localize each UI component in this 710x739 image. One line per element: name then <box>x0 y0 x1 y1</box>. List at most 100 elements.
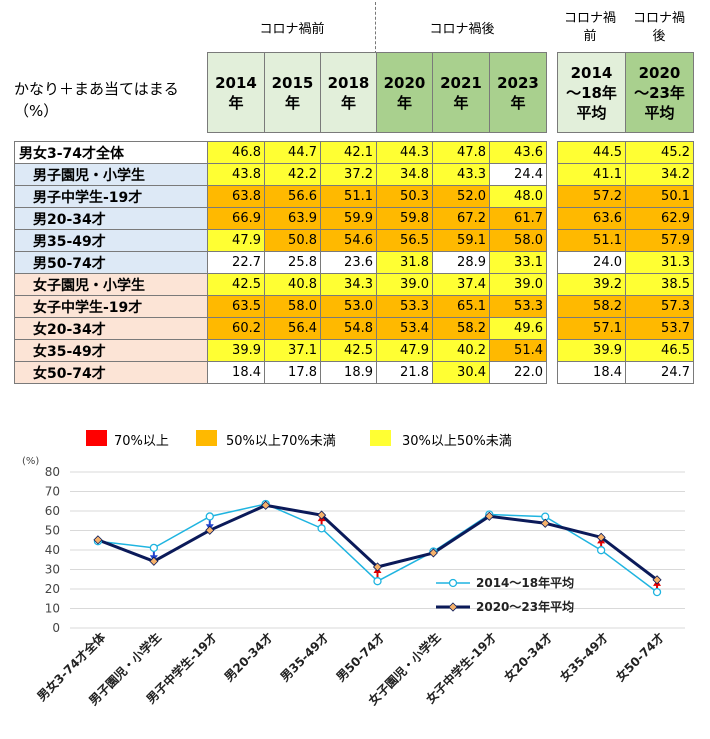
year-suffix: 年 <box>340 93 356 112</box>
avg-value-cell: 62.9 <box>625 207 694 230</box>
avg-value-cell: 39.2 <box>557 273 626 296</box>
avg-row: 39.9 46.5 <box>557 339 694 362</box>
avg-value-cell: 57.3 <box>625 295 694 318</box>
value-cell: 39.9 <box>207 339 265 362</box>
value-cell: 63.5 <box>207 295 265 318</box>
avg-value-cell: 45.2 <box>625 141 694 164</box>
series-point-pre <box>596 546 606 555</box>
y-unit-label: (%) <box>22 456 39 467</box>
year-header: 2014 年 2015 年 2018 年 2020 年 2021 年 2023 年 <box>207 52 547 133</box>
avg-row: 51.1 57.9 <box>557 229 694 252</box>
legend-marker-post <box>448 602 458 612</box>
series-point-post <box>372 562 383 572</box>
avg-value-cell: 51.1 <box>557 229 626 252</box>
value-cell: 48.0 <box>489 185 547 208</box>
value-cell: 54.8 <box>320 317 377 340</box>
avg-value-cell: 57.2 <box>557 185 626 208</box>
avg-header-cell: 2020 ～23年 平均 <box>625 52 694 133</box>
year-header-cell: 2021 年 <box>432 52 490 133</box>
value-cell: 65.1 <box>432 295 490 318</box>
value-cell: 24.4 <box>489 163 547 186</box>
year-suffix: 年 <box>510 93 526 112</box>
avg-header-text: ～23年 <box>634 83 685 102</box>
row-label: 男20-34才 <box>14 207 208 230</box>
value-cell: 22.7 <box>207 251 265 274</box>
value-cell: 58.0 <box>264 295 321 318</box>
avg-header-text: 2014 <box>570 63 613 82</box>
series-point-post <box>428 548 438 558</box>
y-tick-label: 60 <box>45 504 60 518</box>
post-avg-group-label: コロナ禍後 <box>632 11 685 44</box>
avg-header-text: 2020 <box>638 63 681 82</box>
value-cell: 47.9 <box>207 229 265 252</box>
row-label: 女20-34才 <box>14 317 208 340</box>
year-suffix: 年 <box>228 93 244 112</box>
avg-value-cell: 63.6 <box>557 207 626 230</box>
x-tick-label: 女20-34才 <box>501 630 556 685</box>
post-covid-group-label: コロナ禍後 <box>429 22 495 37</box>
data-table: 男女3-74才全体 46.8 44.7 42.1 44.3 47.8 43.6 男子園児・小学… <box>14 141 547 384</box>
year-header-cell: 2023 年 <box>489 52 547 133</box>
legend-yellow-swatch <box>370 430 391 446</box>
year-suffix: 年 <box>396 93 412 112</box>
y-tick-label: 40 <box>45 543 60 557</box>
value-cell: 66.9 <box>207 207 265 230</box>
year-header-cell: 2020 年 <box>376 52 433 133</box>
avg-row: 57.2 50.1 <box>557 185 694 208</box>
value-cell: 53.0 <box>320 295 377 318</box>
value-cell: 40.2 <box>432 339 490 362</box>
avg-value-cell: 31.3 <box>625 251 694 274</box>
value-cell: 37.1 <box>264 339 321 362</box>
avg-row: 41.1 34.2 <box>557 163 694 186</box>
table-row: 女子園児・小学生 42.5 40.8 34.3 39.0 37.4 39.0 <box>14 273 547 296</box>
avg-header-cell: 2014 ～18年 平均 <box>557 52 626 133</box>
group-divider <box>375 2 376 54</box>
value-cell: 34.3 <box>320 273 377 296</box>
value-cell: 18.4 <box>207 361 265 384</box>
table-row: 男50-74才 22.7 25.8 23.6 31.8 28.9 33.1 <box>14 251 547 274</box>
avg-value-cell: 57.9 <box>625 229 694 252</box>
value-cell: 56.4 <box>264 317 321 340</box>
series-point-post <box>317 510 327 520</box>
table-row: 女50-74才 18.4 17.8 18.9 21.8 30.4 22.0 <box>14 361 547 384</box>
value-cell: 44.7 <box>264 141 321 164</box>
table-row: 男20-34才 66.9 63.9 59.9 59.8 67.2 61.7 <box>14 207 547 230</box>
value-cell: 23.6 <box>320 251 377 274</box>
avg-row: 58.2 57.3 <box>557 295 694 318</box>
value-cell: 43.6 <box>489 141 547 164</box>
value-cell: 39.0 <box>376 273 433 296</box>
value-cell: 51.4 <box>489 339 547 362</box>
value-cell: 37.2 <box>320 163 377 186</box>
avg-header-text: ～18年 <box>566 83 617 102</box>
year-text: 2021 <box>440 73 482 92</box>
avg-value-cell: 18.4 <box>557 361 626 384</box>
table-row: 女20-34才 60.2 56.4 54.8 53.4 58.2 49.6 <box>14 317 547 340</box>
x-tick-label: 男20-34才 <box>221 630 276 685</box>
value-cell: 44.3 <box>376 141 433 164</box>
value-cell: 47.9 <box>376 339 433 362</box>
legend-yellow-label: 30%以上50%未満 <box>402 434 512 449</box>
x-tick-label: 男50-74才 <box>333 630 388 685</box>
value-cell: 25.8 <box>264 251 321 274</box>
value-cell: 42.1 <box>320 141 377 164</box>
value-cell: 59.9 <box>320 207 377 230</box>
series-point-post <box>205 525 215 535</box>
series-point-post <box>93 535 103 545</box>
row-label: 男35-49才 <box>14 229 208 252</box>
avg-row: 18.4 24.7 <box>557 361 694 384</box>
y-tick-label: 50 <box>45 524 60 538</box>
value-cell: 33.1 <box>489 251 547 274</box>
y-tick-label: 70 <box>45 485 60 499</box>
value-cell: 39.0 <box>489 273 547 296</box>
avg-value-cell: 53.7 <box>625 317 694 340</box>
avg-row: 44.5 45.2 <box>557 141 694 164</box>
row-label: 男50-74才 <box>14 251 208 274</box>
value-cell: 21.8 <box>376 361 433 384</box>
legend-red-swatch <box>86 430 107 446</box>
value-cell: 56.5 <box>376 229 433 252</box>
series-point-post <box>261 500 271 510</box>
legend-label-pre: 2014～18年平均 <box>476 575 574 590</box>
answer-criteria-label: かなり＋まあ当てはまる （%） <box>14 80 179 120</box>
row-label: 男女3-74才全体 <box>14 141 208 164</box>
avg-header-text: 平均 <box>576 103 607 122</box>
